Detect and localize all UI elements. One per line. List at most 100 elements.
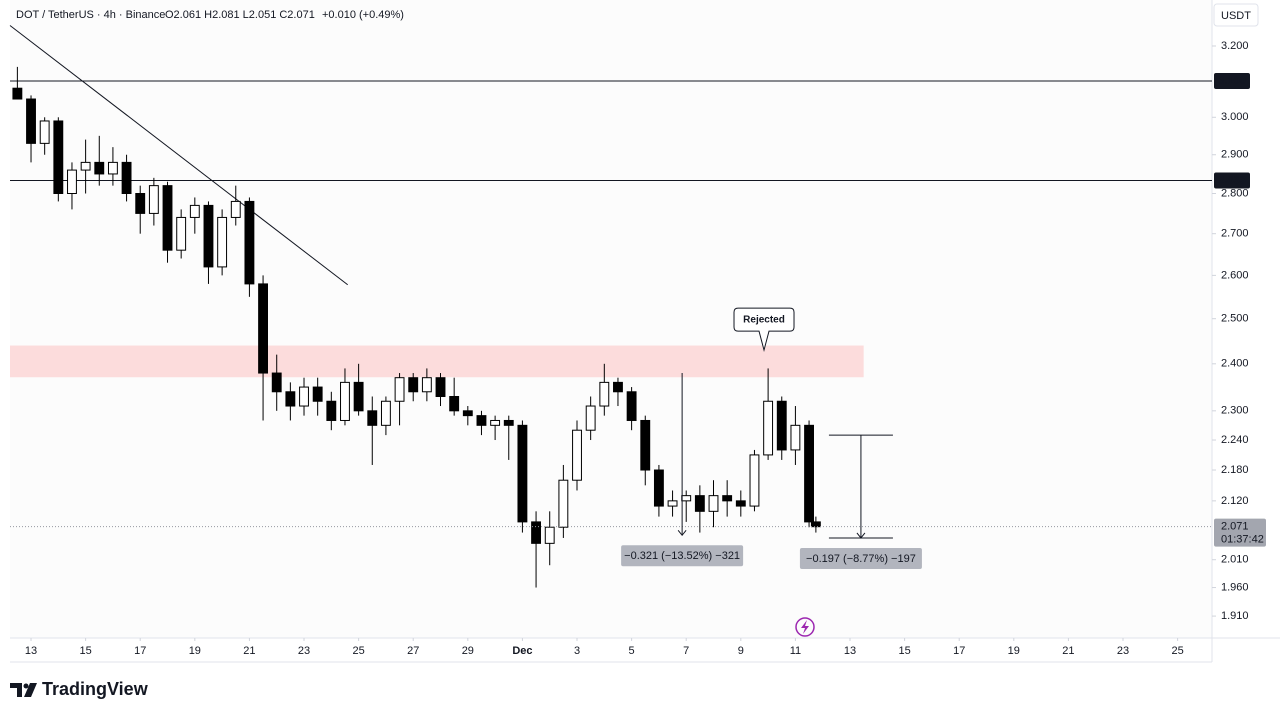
x-tick-label: 7 xyxy=(683,645,689,657)
candle-body xyxy=(503,419,514,426)
x-tick-label: 21 xyxy=(1062,645,1074,657)
header-change: +0.010 (+0.49%) xyxy=(322,9,404,21)
candle-body xyxy=(258,283,269,374)
candle-body xyxy=(394,377,405,402)
candle-body xyxy=(26,98,36,144)
measure-arrow xyxy=(677,529,687,537)
candle-body xyxy=(517,424,528,523)
x-tick-label: 29 xyxy=(462,645,474,657)
candle-body xyxy=(203,204,214,268)
y-tick-label: 1.960 xyxy=(1221,581,1249,593)
x-tick-label: 15 xyxy=(898,645,910,657)
header-symbol: DOT / TetherUS · 4h · Binance xyxy=(16,9,165,21)
last-price-box xyxy=(1214,518,1266,547)
x-tick-label: Dec xyxy=(512,645,532,657)
x-tick-label: 27 xyxy=(407,645,419,657)
y-tick-label: 2.240 xyxy=(1221,434,1249,446)
candle-body xyxy=(244,200,255,285)
candle-body xyxy=(613,381,623,393)
candle-body xyxy=(476,415,487,426)
x-tick-label: 5 xyxy=(629,645,635,657)
callout xyxy=(733,307,795,353)
candle-body xyxy=(176,216,187,251)
candle-body xyxy=(626,391,637,421)
x-tick-label: 25 xyxy=(352,645,364,657)
x-tick-label: 13 xyxy=(844,645,856,657)
currency-box[interactable] xyxy=(1213,3,1259,27)
y-tick-label: 2.180 xyxy=(1221,464,1249,476)
candle-body xyxy=(776,400,787,451)
level-label-box xyxy=(1214,172,1250,189)
y-tick-label: 2.700 xyxy=(1221,228,1249,240)
candle-body xyxy=(694,495,705,512)
candle-body xyxy=(312,386,323,402)
candle-body xyxy=(722,495,733,502)
x-tick-label: 19 xyxy=(189,645,201,657)
trendline xyxy=(9,25,349,286)
candle-body xyxy=(681,495,692,502)
candle-body xyxy=(94,161,105,175)
x-tick-label: 9 xyxy=(738,645,744,657)
logo-mark xyxy=(24,683,37,697)
candle-body xyxy=(449,396,460,412)
last-price-label: 2.071 xyxy=(1221,521,1249,533)
x-tick-label: 19 xyxy=(1008,645,1020,657)
x-tick-label: 13 xyxy=(25,645,37,657)
candle-body xyxy=(189,204,200,218)
plot-area xyxy=(10,0,1212,638)
y-tick-label: 3.200 xyxy=(1221,40,1249,52)
candle-body xyxy=(421,377,432,393)
candle-body xyxy=(230,200,241,218)
level-label: 3.100 xyxy=(1218,75,1246,87)
candle-body xyxy=(53,120,64,195)
y-tick-label: 2.400 xyxy=(1221,358,1249,370)
x-tick-label: 15 xyxy=(79,645,91,657)
x-tick-label: 25 xyxy=(1171,645,1183,657)
candle-body xyxy=(340,381,350,421)
y-tick-label: 3.000 xyxy=(1221,111,1249,123)
logo-mark xyxy=(23,683,29,689)
candle-body xyxy=(531,521,541,544)
lightning-icon[interactable] xyxy=(795,617,815,637)
x-tick-label: 11 xyxy=(790,645,801,657)
candle-body xyxy=(462,410,473,417)
header-ohlc: O2.061 H2.081 L2.051 C2.071 xyxy=(165,9,315,21)
candle-body xyxy=(107,161,118,175)
branding: TradingView xyxy=(42,679,149,699)
resistance-zone xyxy=(10,345,864,378)
y-tick-label: 2.010 xyxy=(1221,554,1249,566)
y-tick-label: 2.300 xyxy=(1221,405,1249,417)
candle-body xyxy=(572,429,582,481)
currency[interactable]: USDT xyxy=(1221,10,1251,22)
y-tick-label: 2.900 xyxy=(1221,149,1249,161)
y-tick-label: 1.910 xyxy=(1221,610,1249,622)
candle-body xyxy=(67,169,77,195)
candle-body xyxy=(735,500,746,507)
layer: 3.200 3.000 2.900 2.800 2.700 2.600 2.500 2.400… xyxy=(9,25,1266,657)
candle-body xyxy=(353,381,364,412)
candle-body xyxy=(121,161,132,195)
candle-body xyxy=(135,193,146,214)
candle-body xyxy=(667,500,678,507)
candle-body xyxy=(763,400,774,456)
candle-body xyxy=(653,469,664,507)
candle-body xyxy=(435,377,446,398)
measure-label: −0.321 (−13.52%) −321 xyxy=(624,550,740,562)
candle-body xyxy=(599,381,610,407)
candle-body xyxy=(162,185,173,251)
y-tick-label: 2.800 xyxy=(1221,187,1249,199)
x-tick-label: 21 xyxy=(243,645,255,657)
level-label: 2.833 xyxy=(1218,174,1246,186)
candle-body xyxy=(804,424,814,523)
candle-body xyxy=(285,391,296,407)
candle-body xyxy=(640,419,651,471)
candle-body xyxy=(39,120,50,144)
candle-body xyxy=(585,405,596,431)
measure-label: −0.197 (−8.77%) −197 xyxy=(806,553,916,565)
y-tick-label: 2.120 xyxy=(1221,495,1249,507)
candle-body xyxy=(326,400,337,421)
candle-body xyxy=(408,377,419,393)
x-tick-label: 23 xyxy=(298,645,310,657)
candle-body xyxy=(490,419,501,426)
y-tick-label: 2.500 xyxy=(1221,313,1249,325)
